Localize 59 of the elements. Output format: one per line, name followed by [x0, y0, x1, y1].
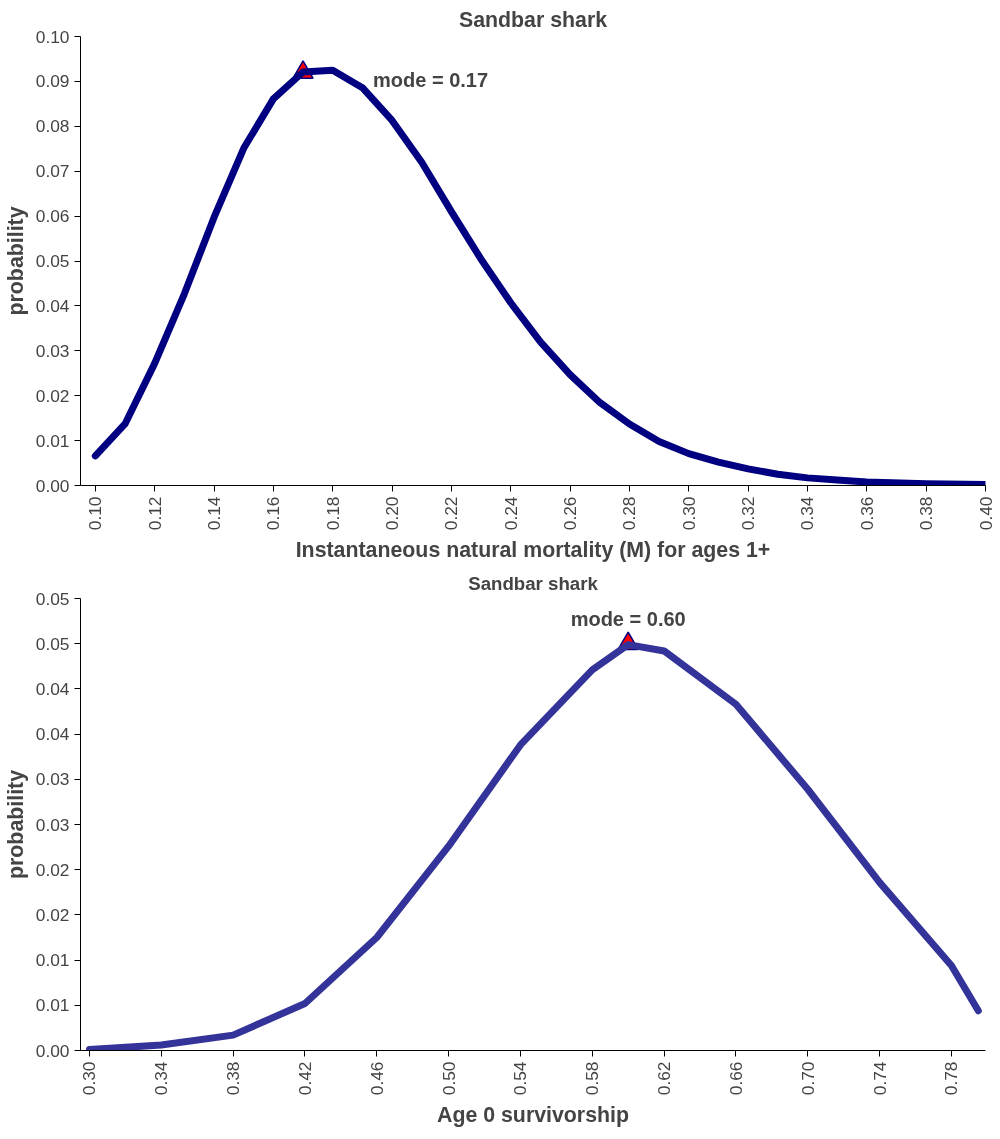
y-tick-label: 0.08 [35, 116, 70, 137]
y-tick-label: 0.05 [35, 633, 70, 654]
y-tick-label: 0.02 [35, 904, 70, 925]
y-tick-label: 0.10 [35, 26, 70, 47]
y-tick-label: 0.02 [35, 385, 70, 406]
x-tick-label: 0.42 [294, 1061, 315, 1096]
x-tick-label: 0.38 [916, 496, 937, 531]
x-tick-label: 0.40 [975, 496, 996, 531]
x-tick-label: 0.30 [79, 1061, 100, 1096]
x-tick-label: 0.18 [322, 496, 343, 531]
y-tick-label: 0.04 [35, 724, 70, 745]
y-tick-label: 0.00 [35, 1040, 70, 1061]
x-tick-label: 0.50 [438, 1061, 459, 1096]
y-tick-label: 0.05 [35, 251, 70, 271]
y-tick-label: 0.06 [35, 206, 70, 227]
y-axis-title: probability [3, 206, 28, 316]
y-tick-label: 0.01 [35, 950, 70, 971]
x-tick-label: 0.78 [941, 1061, 962, 1096]
x-tick-label: 0.14 [204, 496, 225, 531]
annotation: mode = 0.17 [373, 69, 489, 92]
x-tick-label: 0.36 [856, 496, 877, 531]
y-tick-label: 0.07 [35, 161, 70, 182]
x-tick-label: 0.22 [441, 496, 462, 531]
x-tick-label: 0.46 [366, 1061, 387, 1096]
x-tick-label: 0.16 [263, 496, 284, 531]
y-tick-label: 0.00 [35, 475, 70, 496]
chart-title: Sandbar shark [468, 572, 599, 594]
x-tick-label: 0.70 [797, 1061, 818, 1096]
y-tick-label: 0.04 [35, 295, 70, 316]
annotation: mode = 0.60 [570, 607, 686, 630]
x-tick-label: 0.20 [382, 496, 403, 531]
x-axis-title: Instantaneous natural mortality (M) for ages 1+ [295, 538, 771, 563]
chart-title: Sandbar shark [458, 7, 608, 32]
x-tick-label: 0.34 [151, 1061, 172, 1096]
x-tick-label: 0.34 [797, 496, 818, 531]
x-tick-label: 0.54 [510, 1061, 531, 1096]
y-tick-label: 0.02 [35, 859, 70, 880]
y-tick-label: 0.01 [35, 430, 70, 451]
y-tick-label: 0.03 [35, 814, 70, 835]
x-axis-title: Age 0 survivorship [436, 1103, 630, 1128]
y-tick-label: 0.04 [35, 678, 70, 699]
y-tick-label: 0.05 [35, 588, 70, 609]
x-tick-label: 0.32 [738, 496, 759, 531]
x-tick-label: 0.26 [560, 496, 581, 531]
x-tick-label: 0.62 [654, 1061, 675, 1096]
x-tick-label: 0.28 [619, 496, 640, 531]
x-tick-label: 0.10 [85, 496, 106, 531]
x-tick-label: 0.30 [678, 496, 699, 531]
x-tick-label: 0.58 [582, 1061, 603, 1096]
y-tick-label: 0.09 [35, 71, 70, 92]
x-tick-label: 0.66 [725, 1061, 746, 1096]
y-axis-title: probability [3, 769, 28, 880]
y-tick-label: 0.03 [35, 769, 70, 790]
x-tick-label: 0.38 [223, 1061, 244, 1096]
x-tick-label: 0.24 [500, 496, 521, 531]
x-tick-label: 0.12 [144, 496, 165, 531]
x-tick-label: 0.74 [869, 1061, 890, 1096]
y-tick-label: 0.03 [35, 340, 70, 361]
y-tick-label: 0.01 [35, 995, 70, 1016]
